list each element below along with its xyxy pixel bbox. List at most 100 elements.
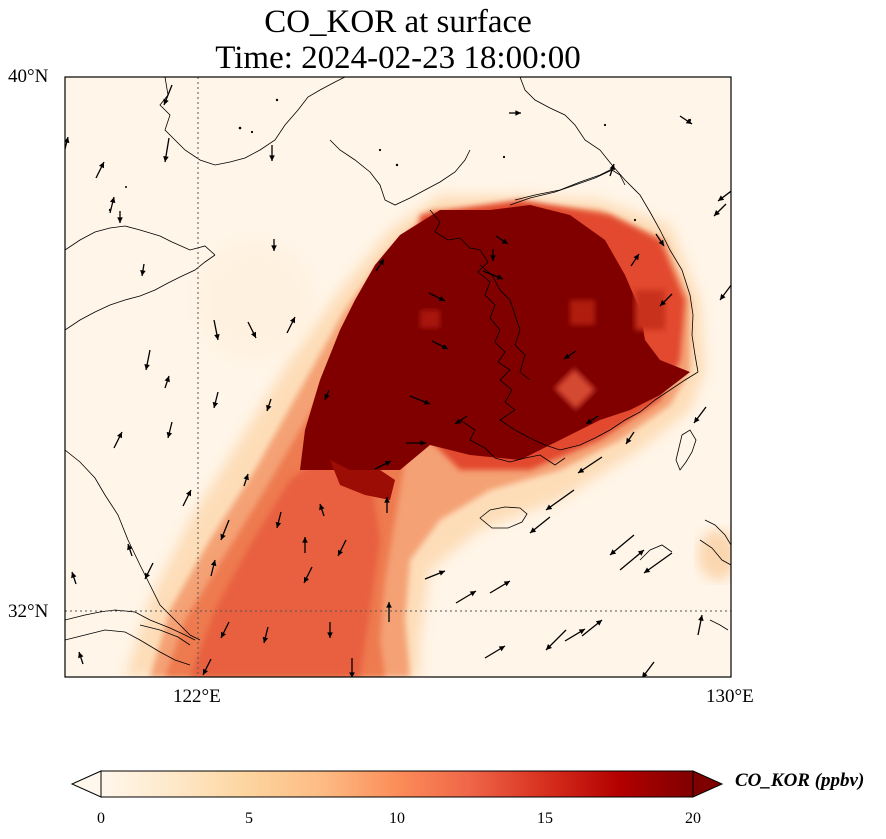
wind-arrow-head <box>275 521 282 528</box>
wind-arrow-head <box>166 431 173 438</box>
wind-arrow-head <box>289 317 295 324</box>
colorbar-tick: 5 <box>245 810 253 827</box>
wind-arrow-head <box>262 636 269 643</box>
wind-arrow-head <box>65 137 70 144</box>
wind-arrow-head <box>642 671 648 677</box>
wind-arrow-head <box>455 418 462 424</box>
wind-arrow-head <box>694 416 700 423</box>
colorbar-tick: 0 <box>97 810 105 827</box>
wind-arrow-head <box>116 432 122 439</box>
lon-tick-label: 130°E <box>706 686 754 707</box>
wind-arrow-head <box>564 353 571 359</box>
wind-arrow-head <box>698 615 704 622</box>
wind-arrow-head <box>269 155 275 161</box>
wind-arrow-head <box>117 217 123 223</box>
wind-arrow-head <box>71 572 77 579</box>
wind-arrow-head <box>145 572 151 579</box>
wind-arrow-head <box>243 474 249 481</box>
wind-arrow-head <box>515 110 521 116</box>
wind-arrow-head <box>586 418 593 424</box>
wind-arrow-head <box>498 646 505 652</box>
title-line-1: CO_KOR at surface <box>264 4 532 40</box>
wind-arrow-head <box>503 581 510 587</box>
wind-arrow-head <box>220 533 226 540</box>
map-title: CO_KOR at surface Time: 2024-02-23 18:00… <box>0 4 796 76</box>
wind-arrow-head <box>578 467 585 473</box>
wind-arrow-head <box>140 270 146 276</box>
lat-tick-label: 40°N <box>8 66 49 87</box>
wind-arrow-head <box>210 560 217 567</box>
wind-arrow-head <box>609 164 615 171</box>
wind-arrow-head <box>714 210 720 216</box>
wind-arrow-head <box>203 668 209 675</box>
colorbar <box>70 770 724 798</box>
lat-tick-label: 32°N <box>8 601 49 622</box>
colorbar-extend-high <box>692 770 724 798</box>
wind-arrow-head <box>185 490 191 497</box>
wind-arrow-head <box>266 404 272 411</box>
wind-arrow-head <box>578 629 585 635</box>
wind-arrow-head <box>469 591 476 597</box>
wind-arrow-head <box>438 570 445 576</box>
wind-arrow-head <box>420 440 426 446</box>
gridlines <box>65 77 731 677</box>
wind-vectors <box>65 84 731 677</box>
wind-arrow-head <box>384 497 390 503</box>
colorbar-tick: 10 <box>389 810 405 827</box>
wind-arrow-head <box>302 537 308 543</box>
wind-arrow-head <box>304 576 310 583</box>
wind-arrow-head <box>319 504 325 511</box>
wind-arrow-head <box>718 195 725 201</box>
wind-arrow-head <box>338 549 344 556</box>
wind-arrow <box>643 552 673 574</box>
wind-arrow-head <box>324 393 330 400</box>
wind-arrow-head <box>441 343 448 349</box>
wind-arrow-head <box>109 197 116 204</box>
colorbar-gradient <box>101 771 693 797</box>
concentration-field <box>125 195 731 677</box>
coastlines <box>65 77 731 666</box>
wind-arrow-head <box>658 239 664 246</box>
wind-arrow-head <box>327 632 333 638</box>
wind-arrow-head <box>685 118 692 124</box>
map-frame <box>64 76 732 678</box>
wind-arrow-head <box>144 363 150 370</box>
wind-arrow-head <box>164 376 170 383</box>
wind-arrow-head <box>163 98 169 105</box>
wind-arrow-head <box>490 255 496 261</box>
wind-arrow-head <box>626 437 632 444</box>
wind-arrow-head <box>720 293 726 300</box>
wind-arrow-head <box>546 644 552 650</box>
wind-arrow-head <box>595 620 602 626</box>
wind-arrow-head <box>610 549 617 555</box>
wind-arrow-head <box>212 401 219 408</box>
colorbar-label: CO_KOR (ppbv) <box>735 770 865 791</box>
colorbar-extend-low <box>70 770 102 798</box>
wind-arrow-head <box>214 333 220 340</box>
wind-arrow-head <box>384 461 391 467</box>
wind-arrow-head <box>637 550 644 556</box>
colorbar-tick: 20 <box>685 810 701 827</box>
wind-arrow-head <box>163 156 169 162</box>
wind-arrow-head <box>438 295 445 301</box>
wind-arrow-head <box>221 631 227 638</box>
wind-arrow-head <box>644 567 651 573</box>
wind-arrow-head <box>349 672 355 677</box>
wind-arrow-head <box>127 544 133 551</box>
wind-arrow-head <box>378 259 384 266</box>
wind-arrow-head <box>496 274 503 280</box>
lon-tick-label: 122°E <box>173 686 221 707</box>
wind-arrow-head <box>386 602 392 608</box>
wind-arrow-head <box>423 399 430 405</box>
wind-arrow-head <box>250 331 256 338</box>
colorbar-tick: 15 <box>537 810 553 827</box>
wind-arrow-head <box>98 162 104 169</box>
wind-arrow-head <box>78 652 84 659</box>
wind-arrow-head <box>546 504 553 510</box>
wind-arrow-head <box>530 527 537 533</box>
wind-arrow-head <box>501 238 508 244</box>
wind-arrow-head <box>660 300 666 306</box>
wind-arrow-head <box>633 254 639 261</box>
wind-arrow-head <box>271 245 277 251</box>
